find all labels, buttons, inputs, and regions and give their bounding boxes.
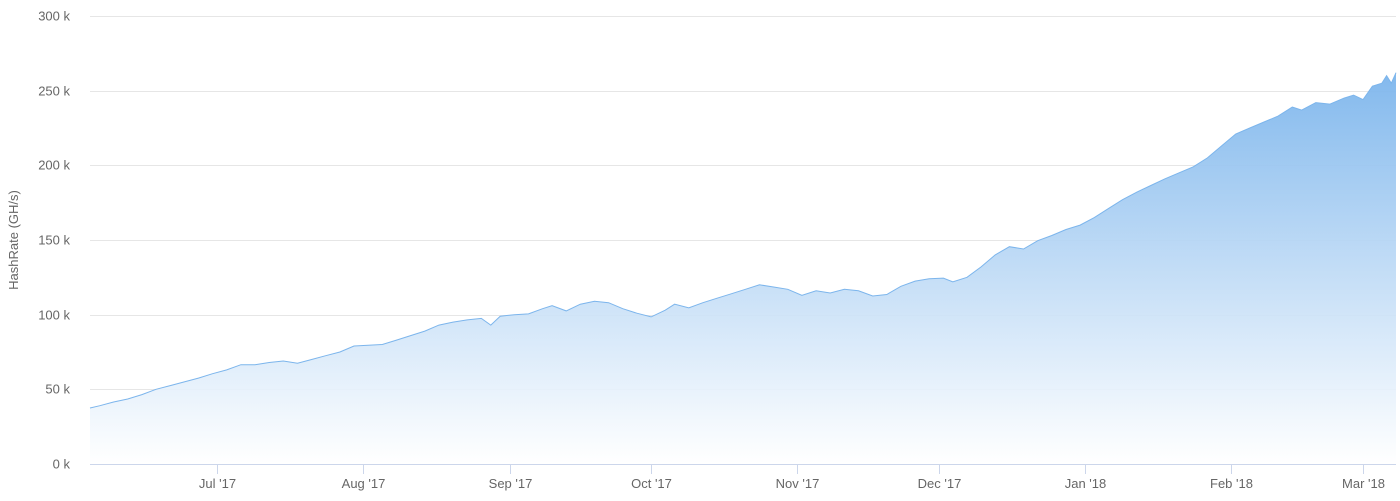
x-tick-label: Jul '17 [199,476,236,491]
x-tick-label: Sep '17 [489,476,533,491]
y-tick-label: 150 k [38,233,70,248]
y-tick-label: 100 k [38,308,70,323]
x-tick-label: Feb '18 [1210,476,1253,491]
y-tick-label: 200 k [38,158,70,173]
x-tick-label: Jan '18 [1065,476,1107,491]
y-axis-title: HashRate (GH/s) [6,190,21,290]
series-area-fill [90,72,1396,464]
y-tick-label: 300 k [38,9,70,24]
x-tick-label: Mar '18 [1342,476,1385,491]
x-tick-label: Dec '17 [918,476,962,491]
y-tick-label: 50 k [45,382,70,397]
series-line [89,72,1397,409]
x-tick-label: Aug '17 [342,476,386,491]
y-tick-label: 250 k [38,84,70,99]
series-area [89,72,1397,464]
axes [90,464,1396,474]
y-tick-label: 0 k [53,457,71,472]
x-tick-label: Nov '17 [776,476,820,491]
axis-labels: 0 k 50 k 100 k 150 k 200 k 250 k 300 k Jul '17 A… [38,9,1385,492]
x-tick-label: Oct '17 [631,476,672,491]
